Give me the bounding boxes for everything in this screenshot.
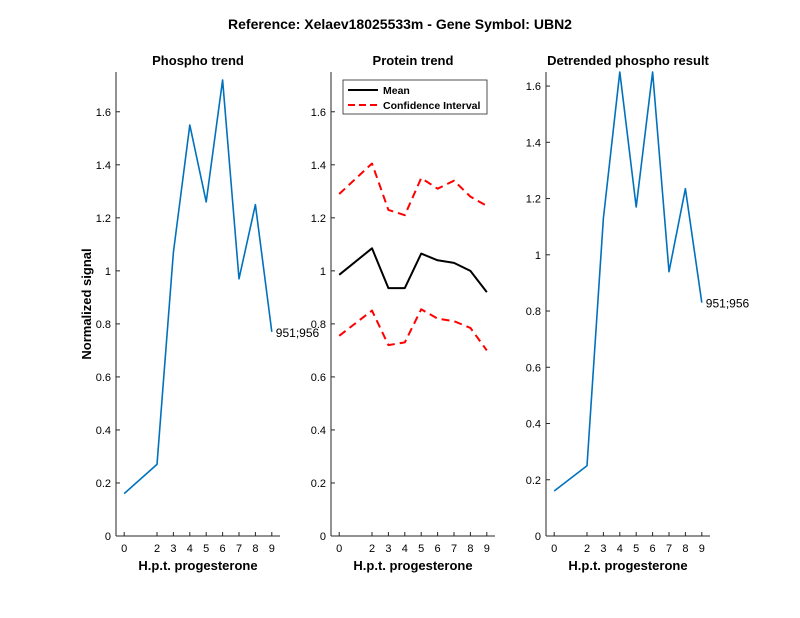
y-tick-label: 0.2 xyxy=(526,475,541,487)
x-tick-label: 2 xyxy=(584,543,590,555)
x-tick-label: 3 xyxy=(170,543,176,555)
x-tick-label: 7 xyxy=(236,543,242,555)
x-tick-label: 6 xyxy=(650,543,656,555)
y-tick-label: 1 xyxy=(535,250,541,262)
x-tick-label: 8 xyxy=(467,543,473,555)
x-tick-label: 7 xyxy=(666,543,672,555)
series-line-1 xyxy=(338,247,488,293)
x-tick-label: 2 xyxy=(369,543,375,555)
y-tick-label: 0 xyxy=(105,531,111,543)
panel-title: Phospho trend xyxy=(152,53,244,68)
x-tick-label: 7 xyxy=(451,543,457,555)
y-tick-label: 1.2 xyxy=(96,213,111,225)
y-tick-label: 0.6 xyxy=(311,372,326,384)
x-tick-label: 4 xyxy=(402,543,408,555)
x-tick-label: 6 xyxy=(435,543,441,555)
panel-title: Detrended phospho result xyxy=(547,53,709,68)
x-axis-label: H.p.t. progesterone xyxy=(353,558,472,573)
x-tick-label: 9 xyxy=(484,543,490,555)
legend-label: Mean xyxy=(383,85,410,97)
y-tick-label: 1.4 xyxy=(96,160,111,172)
x-tick-label: 5 xyxy=(418,543,424,555)
panels: 00.20.40.60.811.21.41.60 2 3 4 5 6 7 8 9Phospho … xyxy=(79,53,750,573)
y-tick-label: 1.2 xyxy=(526,194,541,206)
x-tick-label: 3 xyxy=(600,543,606,555)
panel-1: 0 0.2 0.4 0.6 0.8 1 1.2 1.4 1.6 0 2 3 4 5 6 7 8 9 Phospho … xyxy=(79,53,320,573)
y-tick-label: 0.8 xyxy=(96,319,111,331)
x-tick-label: 3 xyxy=(385,543,391,555)
y-tick-label: 0.4 xyxy=(96,425,111,437)
x-tick-label: 6 xyxy=(220,543,226,555)
x-tick-label: 8 xyxy=(252,543,258,555)
y-tick-label: 0.2 xyxy=(96,478,111,490)
y-tick-label: 0.4 xyxy=(526,419,541,431)
y-tick-label: 1.4 xyxy=(311,160,326,172)
x-axis-label: H.p.t. progesterone xyxy=(568,558,687,573)
x-tick-label: 4 xyxy=(187,543,193,555)
y-tick-label: 0.6 xyxy=(526,362,541,374)
series-line-1 xyxy=(123,79,273,495)
y-tick-label: 0.6 xyxy=(96,372,111,384)
legend-box xyxy=(342,79,488,115)
y-tick-label: 1 xyxy=(320,266,326,278)
legend-label: Confidence Interval xyxy=(383,100,481,112)
x-tick-label: 0 xyxy=(121,543,127,555)
y-tick-label: 0 xyxy=(535,531,541,543)
y-tick-label: 0 xyxy=(320,531,326,543)
series-line-1 xyxy=(553,71,703,492)
y-tick-label: 1 xyxy=(105,266,111,278)
x-tick-label: 5 xyxy=(633,543,639,555)
y-tick-label: 1.6 xyxy=(526,81,541,93)
x-tick-label: 8 xyxy=(682,543,688,555)
x-tick-label: 0 xyxy=(336,543,342,555)
x-tick-label: 9 xyxy=(269,543,275,555)
y-tick-label: 0.4 xyxy=(311,425,326,437)
y-tick-label: 0.8 xyxy=(526,306,541,318)
series-line-3 xyxy=(338,308,488,351)
x-tick-label: 5 xyxy=(203,543,209,555)
data-label: 951;956 xyxy=(276,326,320,340)
panel-2: 0 0.2 0.4 0.6 0.8 1 1.2 1.4 1.6 0 2 3 4 5 6 7 8 9 Protein … xyxy=(311,53,495,573)
x-tick-label: 0 xyxy=(551,543,557,555)
x-tick-label: 4 xyxy=(617,543,623,555)
y-tick-label: 0.2 xyxy=(311,478,326,490)
panel-3: 0 0.2 0.4 0.6 0.8 1 1.2 1.4 1.6 0 2 3 4 5 6 7 8 9 Detrende… xyxy=(526,53,750,573)
figure-title: Reference: Xelaev18025533m - Gene Symbol… xyxy=(228,16,572,32)
x-tick-label: 2 xyxy=(154,543,160,555)
y-axis-label: Normalized signal xyxy=(79,248,94,359)
data-label: 951;956 xyxy=(706,297,750,311)
y-tick-label: 1.2 xyxy=(311,213,326,225)
y-tick-label: 1.4 xyxy=(526,137,541,149)
y-tick-label: 1.6 xyxy=(96,107,111,119)
x-axis-label: H.p.t. progesterone xyxy=(138,558,257,573)
y-tick-label: 0.8 xyxy=(311,319,326,331)
x-tick-label: 9 xyxy=(699,543,705,555)
y-tick-label: 1.6 xyxy=(311,107,326,119)
series-line-2 xyxy=(338,162,488,217)
panel-title: Protein trend xyxy=(373,53,454,68)
